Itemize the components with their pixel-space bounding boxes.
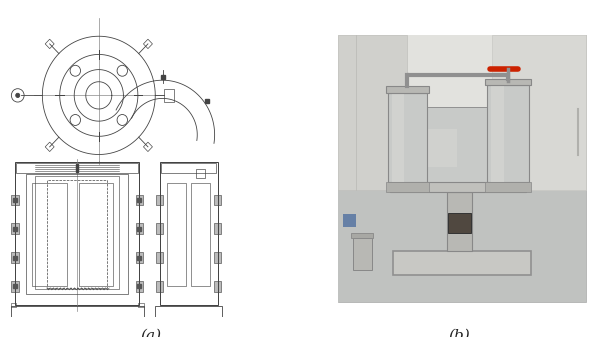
- Bar: [155, 321, 161, 324]
- Bar: [386, 182, 429, 192]
- Circle shape: [11, 89, 24, 102]
- Bar: [491, 85, 503, 182]
- Bar: [47, 180, 107, 288]
- Bar: [390, 182, 526, 192]
- Bar: [156, 252, 163, 263]
- Bar: [492, 35, 586, 189]
- Bar: [485, 79, 531, 85]
- Text: (a): (a): [140, 329, 161, 337]
- Bar: [447, 192, 472, 251]
- Bar: [164, 89, 174, 102]
- Bar: [156, 281, 163, 292]
- Bar: [418, 129, 457, 166]
- Bar: [386, 86, 429, 93]
- Bar: [387, 93, 428, 182]
- Bar: [338, 35, 586, 302]
- Circle shape: [117, 65, 128, 76]
- Bar: [448, 213, 471, 233]
- Bar: [136, 223, 143, 234]
- Bar: [144, 39, 152, 49]
- Bar: [485, 182, 531, 192]
- Bar: [136, 281, 143, 292]
- Bar: [155, 306, 222, 324]
- Bar: [392, 93, 403, 182]
- Bar: [26, 174, 128, 294]
- Bar: [45, 142, 54, 152]
- Bar: [11, 223, 18, 234]
- Circle shape: [16, 93, 20, 97]
- Bar: [214, 281, 221, 292]
- Bar: [338, 35, 586, 189]
- Bar: [214, 223, 221, 234]
- Bar: [343, 214, 355, 227]
- Bar: [136, 252, 143, 263]
- Bar: [10, 303, 16, 307]
- Circle shape: [117, 115, 128, 125]
- Bar: [214, 194, 221, 206]
- Bar: [156, 194, 163, 206]
- Bar: [15, 162, 139, 305]
- Bar: [156, 223, 163, 234]
- Bar: [32, 183, 67, 286]
- Bar: [136, 194, 143, 206]
- Bar: [11, 252, 18, 263]
- Bar: [487, 85, 529, 182]
- Bar: [144, 142, 152, 152]
- Bar: [160, 162, 217, 305]
- Bar: [214, 252, 221, 263]
- Bar: [408, 107, 506, 182]
- Bar: [392, 251, 531, 275]
- Bar: [139, 321, 144, 324]
- Bar: [11, 194, 18, 206]
- Bar: [338, 189, 586, 302]
- Circle shape: [70, 65, 81, 76]
- Bar: [353, 238, 371, 270]
- Bar: [10, 321, 16, 324]
- Bar: [197, 169, 205, 178]
- Bar: [10, 306, 144, 324]
- Bar: [45, 39, 54, 49]
- Bar: [16, 163, 138, 173]
- Bar: [161, 163, 216, 173]
- Bar: [35, 176, 119, 289]
- Bar: [139, 303, 144, 307]
- Bar: [338, 35, 408, 189]
- Circle shape: [70, 115, 81, 125]
- Bar: [167, 183, 185, 286]
- Bar: [351, 233, 373, 238]
- Text: (b): (b): [448, 329, 470, 337]
- Bar: [79, 183, 113, 286]
- Bar: [217, 321, 222, 324]
- Bar: [192, 183, 210, 286]
- Bar: [11, 281, 18, 292]
